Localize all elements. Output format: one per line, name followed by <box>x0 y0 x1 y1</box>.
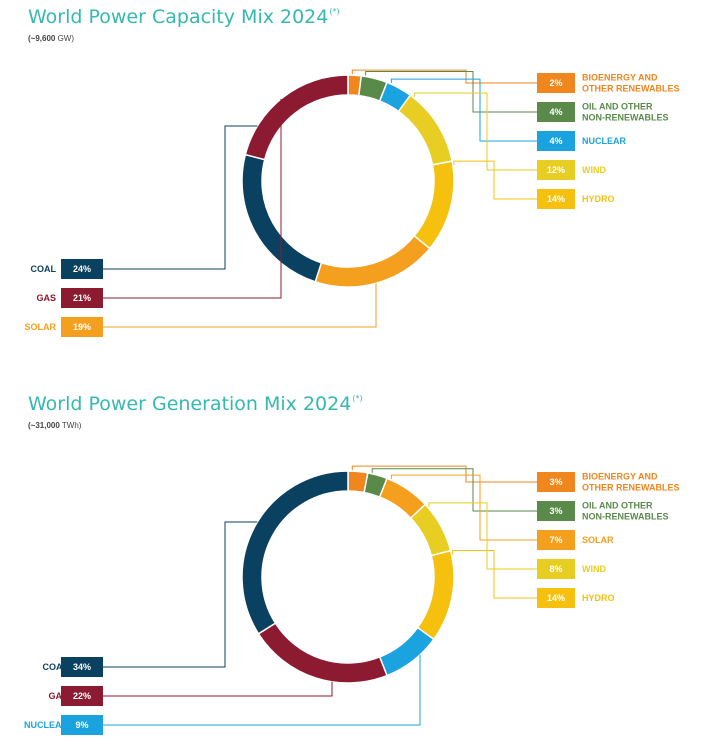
capacity-bio-value-box <box>537 73 575 93</box>
generation-bio-label: OTHER RENEWABLES <box>582 483 680 493</box>
capacity-coal-leader <box>103 125 258 270</box>
capacity-hydro-value: 14% <box>547 194 565 204</box>
generation-coal-label: COAL <box>43 662 69 672</box>
capacity-gas-slice <box>244 74 349 161</box>
generation-oil-label: OIL AND OTHER <box>582 501 653 511</box>
generation-coal-slice <box>241 470 349 635</box>
generation-solar-label: SOLAR <box>582 535 614 545</box>
generation-gas-leader <box>103 681 333 697</box>
capacity-bio-label: OTHER RENEWABLES <box>582 84 680 94</box>
capacity-wind-label: WIND <box>582 165 606 175</box>
generation-wind-value-box <box>537 559 575 579</box>
capacity-wind-value-box <box>537 160 575 180</box>
capacity-bio-leader <box>351 69 537 84</box>
capacity-oil-value-box <box>537 102 575 122</box>
capacity-bio-value: 2% <box>549 78 562 88</box>
generation-oil-label: NON-RENEWABLES <box>582 512 669 522</box>
generation-wind-slice <box>409 503 452 557</box>
capacity-hydro-value-box <box>537 189 575 209</box>
generation-oil-value: 3% <box>549 506 562 516</box>
capacity-bio-label: BIOENERGY AND <box>582 73 658 83</box>
generation-gas-value-box <box>61 686 103 706</box>
generation-hydro-value: 14% <box>547 593 565 603</box>
generation-bio-leader <box>351 465 537 483</box>
generation-chart-title: World Power Generation Mix 2024(*) <box>28 393 363 415</box>
generation-solar-leader <box>390 474 537 541</box>
capacity-nuclear-label: NUCLEAR <box>582 136 626 146</box>
generation-oil-value-box <box>537 501 575 521</box>
generation-wind-leader <box>428 502 537 570</box>
generation-bio-label: BIOENERGY AND <box>582 472 658 482</box>
capacity-chart-title: World Power Capacity Mix 2024(*) <box>28 6 340 28</box>
capacity-nuclear-value: 4% <box>549 136 562 146</box>
capacity-solar-value-box <box>61 317 103 337</box>
capacity-coal-value: 24% <box>73 264 91 274</box>
generation-nuclear-leader <box>103 654 421 726</box>
capacity-hydro-slice <box>413 160 455 250</box>
generation-hydro-slice <box>416 549 455 641</box>
generation-bio-value-box <box>537 472 575 492</box>
capacity-oil-leader <box>365 70 537 113</box>
capacity-nuclear-value-box <box>537 131 575 151</box>
generation-gas-slice <box>257 622 388 684</box>
generation-hydro-leader <box>452 550 537 599</box>
generation-hydro-value-box <box>537 588 575 608</box>
generation-nuclear-value: 9% <box>75 720 88 730</box>
capacity-nuclear-leader <box>390 78 537 142</box>
generation-coal-value-box <box>61 657 103 677</box>
generation-wind-label: WIND <box>582 564 606 574</box>
capacity-hydro-leader <box>453 160 537 200</box>
generation-wind-value: 8% <box>549 564 562 574</box>
capacity-title-note: (*) <box>329 7 340 16</box>
capacity-gas-value: 21% <box>73 293 91 303</box>
generation-coal-leader <box>103 521 258 668</box>
capacity-gas-leader <box>103 98 282 299</box>
generation-coal-value: 34% <box>73 662 91 672</box>
generation-oil-leader <box>371 468 537 512</box>
generation-nuclear-slice <box>378 626 435 677</box>
generation-chart-subtitle: (~31,000 TWh) <box>28 421 82 430</box>
capacity-solar-leader <box>103 283 377 328</box>
generation-solar-value-box <box>537 530 575 550</box>
generation-hydro-label: HYDRO <box>582 593 615 603</box>
generation-nuclear-value-box <box>61 715 103 735</box>
capacity-oil-value: 4% <box>549 107 562 117</box>
generation-gas-label: GAS <box>48 691 68 701</box>
capacity-gas-value-box <box>61 288 103 308</box>
capacity-gas-label: GAS <box>36 293 56 303</box>
generation-bio-value: 3% <box>549 477 562 487</box>
generation-nuclear-label: NUCLEAR <box>24 720 68 730</box>
capacity-solar-value: 19% <box>73 322 91 332</box>
generation-gas-value: 22% <box>73 691 91 701</box>
capacity-solar-label: SOLAR <box>25 322 57 332</box>
capacity-wind-leader <box>413 92 537 171</box>
capacity-chart-subtitle: (~9,600 GW) <box>28 34 75 43</box>
capacity-solar-slice <box>314 234 431 288</box>
generation-solar-value: 7% <box>549 535 562 545</box>
capacity-oil-label: OIL AND OTHER <box>582 102 653 112</box>
capacity-wind-value: 12% <box>547 165 565 175</box>
capacity-hydro-label: HYDRO <box>582 194 615 204</box>
capacity-wind-slice <box>397 94 453 166</box>
capacity-coal-label: COAL <box>31 264 57 274</box>
generation-title-note: (*) <box>352 394 363 403</box>
capacity-coal-slice <box>241 153 323 283</box>
capacity-oil-label: NON-RENEWABLES <box>582 113 669 123</box>
capacity-coal-value-box <box>61 259 103 279</box>
